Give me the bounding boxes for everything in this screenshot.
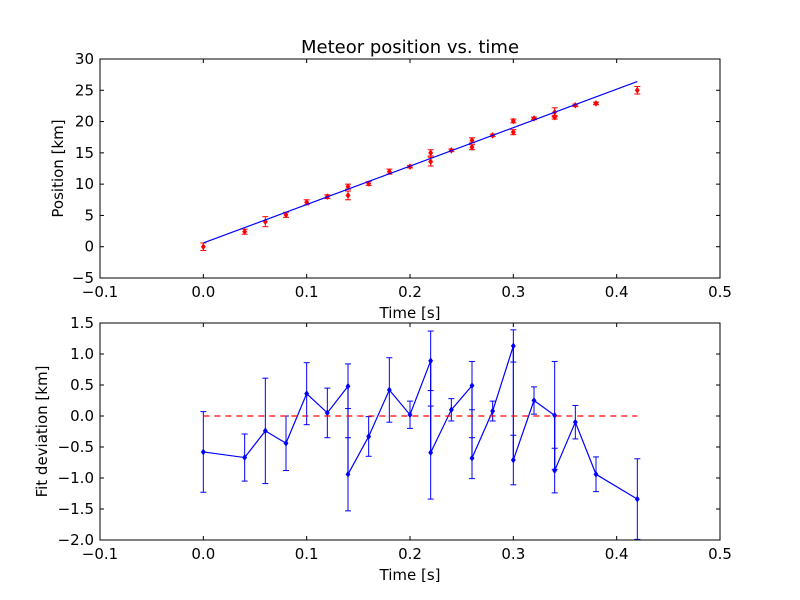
- linear-fit-line: [203, 80, 638, 244]
- y-tick-label: 30: [75, 50, 94, 68]
- data-point: [510, 128, 516, 136]
- y-tick-label: 15: [75, 144, 94, 162]
- x-tick-label: 0.2: [398, 545, 422, 563]
- data-point: [283, 439, 289, 447]
- y-tick-label: −5: [72, 269, 94, 287]
- series-line-with-error: [200, 329, 641, 540]
- y-tick-label: 1.0: [70, 345, 94, 363]
- series-fit-line: [203, 80, 638, 244]
- y-tick-label: 5: [84, 206, 94, 224]
- data-point: [552, 411, 558, 419]
- y-tick-label: 0: [84, 238, 94, 256]
- x-tick-label: 0.0: [191, 545, 215, 563]
- data-point: [593, 100, 599, 107]
- data-point: [469, 454, 475, 462]
- x-axis-label: Time [s]: [379, 566, 441, 584]
- x-tick-label: 0.1: [295, 545, 319, 563]
- x-axis-label: Time [s]: [379, 304, 441, 322]
- data-point: [428, 357, 434, 365]
- data-point: [572, 418, 578, 426]
- chart-title-position: Meteor position vs. time: [301, 37, 519, 58]
- x-tick-label: 0.4: [605, 283, 629, 301]
- y-axis-label: Position [km]: [49, 119, 67, 217]
- y-tick-label: 10: [75, 175, 94, 193]
- data-point: [634, 86, 640, 94]
- data-point: [262, 427, 268, 435]
- x-tick-label: 0.4: [605, 545, 629, 563]
- y-tick-label: −2.0: [58, 531, 94, 549]
- data-point: [345, 191, 351, 199]
- data-point: [469, 143, 475, 151]
- data-point: [283, 211, 289, 219]
- data-point: [531, 397, 537, 404]
- data-point: [552, 113, 558, 121]
- data-point: [634, 495, 640, 503]
- data-point: [200, 243, 206, 251]
- data-point: [469, 382, 475, 390]
- x-tick-label: 0.5: [708, 283, 732, 301]
- data-point: [510, 117, 516, 125]
- data-point: [428, 449, 434, 457]
- data-point: [242, 228, 248, 236]
- data-point: [510, 342, 516, 350]
- data-point: [386, 386, 392, 394]
- x-tick-label: 0.0: [191, 283, 215, 301]
- data-point: [510, 456, 516, 464]
- position-vs-time-plot: −0.1 0.0 0.1 0.2 0.3 0.4 0.5 −5 0 5 10 15 20 25 30 Time…: [49, 50, 732, 322]
- data-point: [200, 448, 206, 456]
- fit-deviation-plot: −0.1 0.0 0.1 0.2 0.3 0.4 0.5 −2.0 −1.5 −1.0 −0.5 0.…: [33, 314, 732, 584]
- data-point: [242, 454, 248, 461]
- data-point: [448, 406, 454, 414]
- data-point: [490, 407, 496, 415]
- data-point: [345, 382, 351, 390]
- data-point: [304, 390, 310, 398]
- y-axis-label: Fit deviation [km]: [33, 366, 51, 498]
- x-tick-label: 0.5: [708, 545, 732, 563]
- x-tick-label: 0.2: [398, 283, 422, 301]
- y-tick-label: 25: [75, 81, 94, 99]
- data-point: [552, 467, 558, 474]
- data-point: [366, 433, 372, 440]
- y-tick-label: 0.0: [70, 407, 94, 425]
- data-point: [428, 149, 434, 157]
- x-tick-label: 0.3: [501, 545, 525, 563]
- x-tick-label: −0.1: [82, 283, 118, 301]
- data-point: [345, 470, 351, 478]
- y-tick-label: 0.5: [70, 376, 94, 394]
- x-tick-label: −0.1: [82, 545, 118, 563]
- y-tick-label: −1.5: [58, 500, 94, 518]
- data-point: [428, 158, 434, 166]
- data-point: [593, 470, 599, 478]
- x-tick-label: 0.3: [501, 283, 525, 301]
- series-points-with-error: [200, 86, 641, 251]
- y-tick-label: −1.0: [58, 469, 94, 487]
- data-point: [407, 411, 413, 419]
- y-tick-label: −0.5: [58, 438, 94, 456]
- x-tick-label: 0.1: [295, 283, 319, 301]
- y-tick-label: 20: [75, 113, 94, 131]
- y-tick-label: 1.5: [70, 314, 94, 332]
